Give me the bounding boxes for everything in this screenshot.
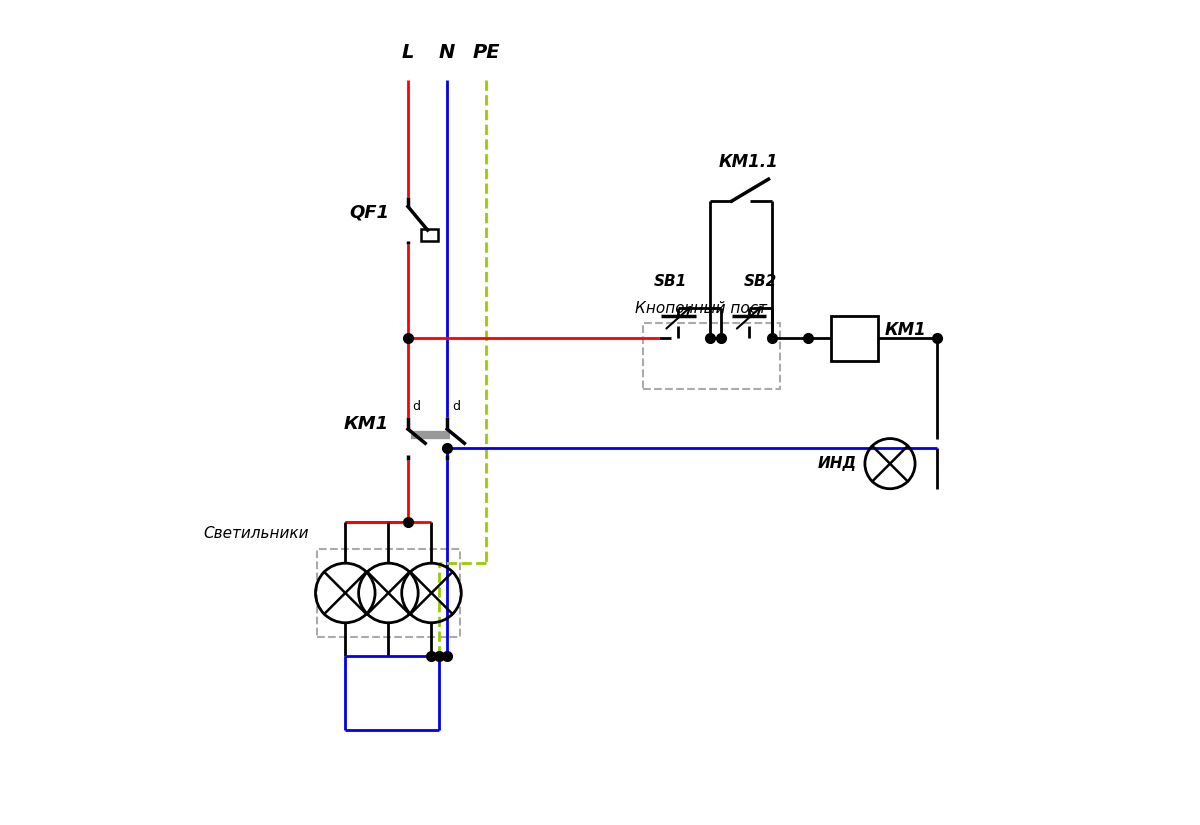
Bar	[317, 549, 460, 637]
Bar	[832, 315, 878, 361]
Text: Светильники: Светильники	[204, 526, 310, 541]
Text: QF1: QF1	[349, 204, 389, 222]
Text: d: d	[413, 399, 421, 412]
Bar	[643, 323, 780, 389]
Text: SB2: SB2	[744, 274, 778, 289]
Text: КМ1.1: КМ1.1	[719, 153, 779, 172]
Text: Кнопочный пост: Кнопочный пост	[635, 301, 767, 316]
Text: N: N	[439, 44, 455, 63]
Text: КМ1: КМ1	[884, 322, 926, 339]
Text: ИНД: ИНД	[818, 456, 857, 471]
Text: КМ1: КМ1	[343, 416, 389, 433]
Text: d: d	[452, 399, 460, 412]
Text: SB1: SB1	[654, 274, 688, 289]
Text: PE: PE	[473, 44, 500, 63]
Text: L: L	[402, 44, 414, 63]
